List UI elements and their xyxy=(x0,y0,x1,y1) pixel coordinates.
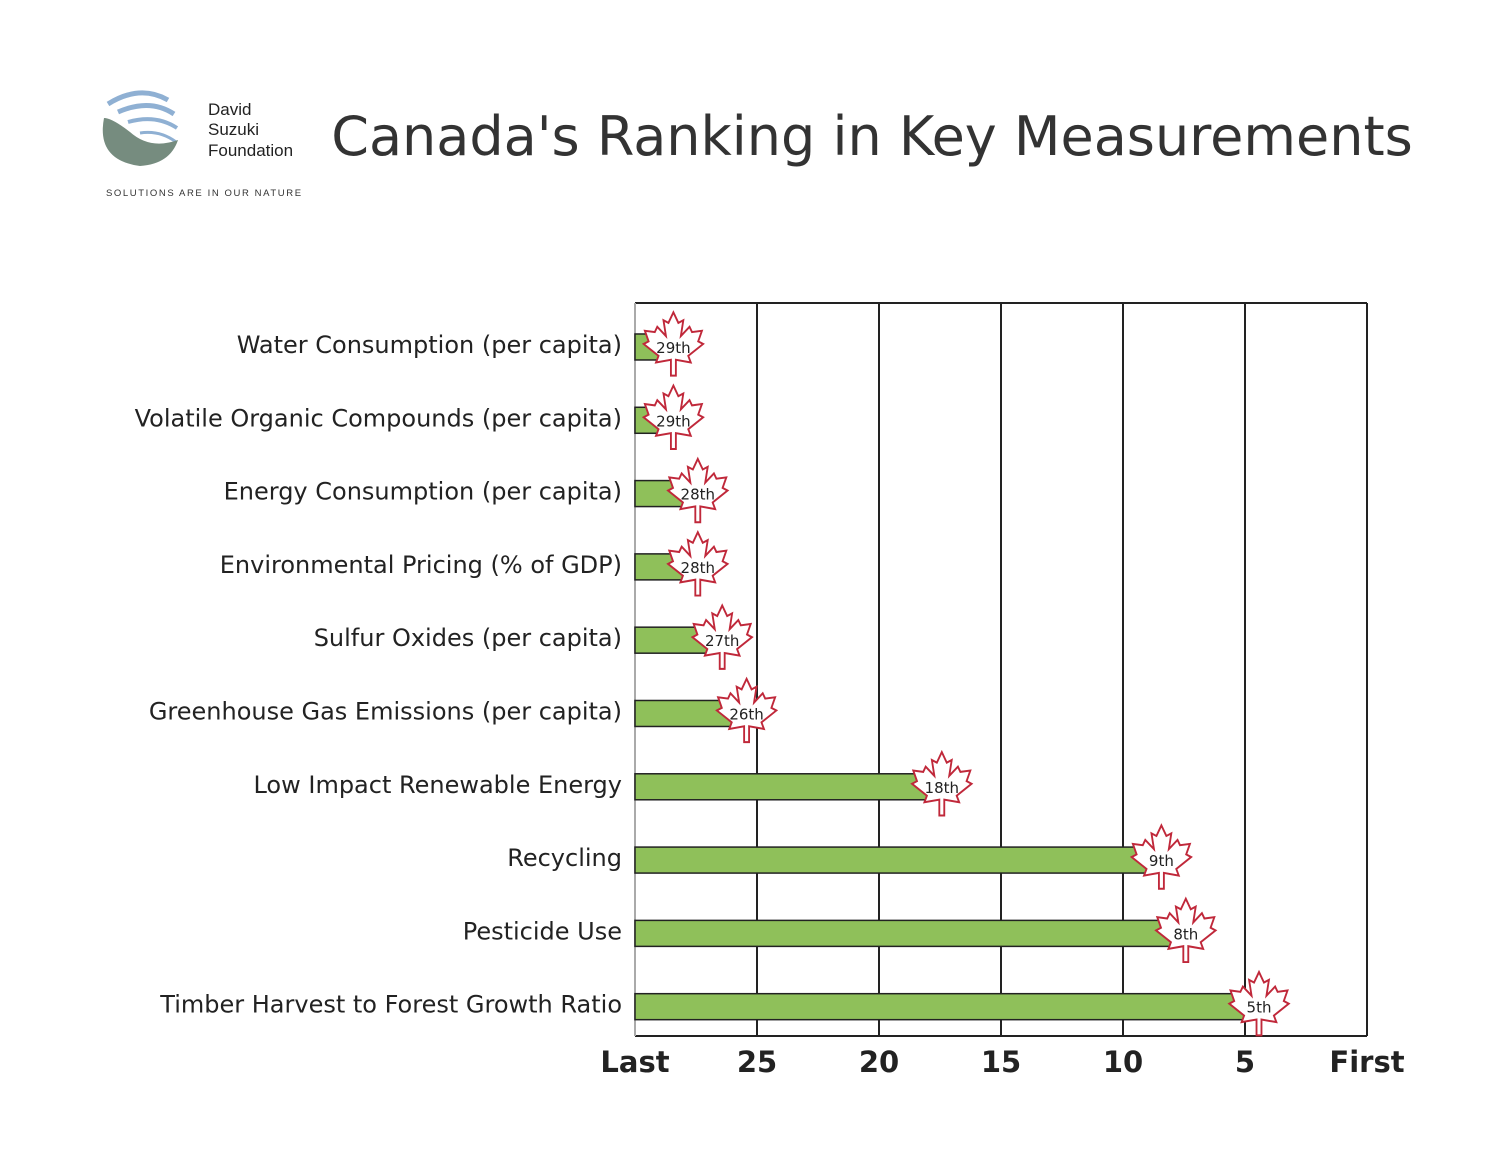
x-tick-label: 5 xyxy=(1235,1045,1255,1079)
category-label: Volatile Organic Compounds (per capita) xyxy=(135,404,622,432)
maple-leaf-shape xyxy=(641,383,705,450)
maple-leaf-shape xyxy=(910,749,974,817)
data-label: 9th xyxy=(1149,852,1174,870)
x-tick-label: First xyxy=(1329,1045,1404,1079)
maple-leaf-icon xyxy=(1154,896,1218,964)
logo-line: Suzuki xyxy=(208,120,259,139)
bar xyxy=(634,773,929,801)
bar xyxy=(634,992,1246,1021)
maple-leaf-icon xyxy=(1227,969,1291,1037)
bar xyxy=(634,919,1173,948)
logo-line: Foundation xyxy=(208,141,293,160)
x-tick-label: 25 xyxy=(737,1045,777,1079)
bar xyxy=(634,699,734,728)
chart-title: Canada's Ranking in Key Measurements xyxy=(331,105,1413,168)
logo-tagline: SOLUTIONS ARE IN OUR NATURE xyxy=(106,188,303,199)
data-label: 18th xyxy=(925,779,959,797)
data-label: 29th xyxy=(656,339,690,357)
x-tick-label: Last xyxy=(600,1045,669,1079)
logo: David Suzuki Foundation SOLUTIONS ARE IN… xyxy=(102,90,303,199)
maple-leaf-shape xyxy=(690,603,754,670)
category-label: Timber Harvest to Forest Growth Ratio xyxy=(159,991,622,1019)
maple-leaf-shape xyxy=(641,310,705,377)
category-label: Low Impact Renewable Energy xyxy=(253,771,622,799)
maple-leaf-icon xyxy=(666,456,730,524)
category-label: Water Consumption (per capita) xyxy=(237,331,622,359)
maple-leaf-shape xyxy=(666,456,730,524)
maple-leaf-icon xyxy=(641,383,705,450)
maple-leaf-icon xyxy=(666,529,730,597)
data-label: 26th xyxy=(729,705,763,723)
data-label: 27th xyxy=(705,632,739,650)
bar xyxy=(634,846,1149,874)
category-label: Pesticide Use xyxy=(463,917,622,945)
maple-leaf-icon xyxy=(690,603,754,670)
data-label: 28th xyxy=(681,486,715,504)
maple-leaf-shape xyxy=(1154,896,1218,964)
x-tick-label: 20 xyxy=(859,1045,899,1079)
data-label: 28th xyxy=(681,559,715,577)
data-label: 5th xyxy=(1247,999,1272,1017)
logo-globe-icon xyxy=(102,90,179,166)
plot-area: Last 25 20 15 10 5 First Water Consumption (per… xyxy=(135,302,1405,1079)
data-label: 29th xyxy=(656,412,690,430)
category-label: Environmental Pricing (% of GDP) xyxy=(220,551,622,579)
x-tick-label: 10 xyxy=(1103,1045,1143,1079)
category-label: Recycling xyxy=(507,844,622,872)
maple-leaf-shape xyxy=(1129,823,1193,890)
maple-leaf-shape xyxy=(666,529,730,597)
category-label: Energy Consumption (per capita) xyxy=(224,478,622,506)
maple-leaf-icon xyxy=(910,749,974,817)
maple-leaf-shape xyxy=(715,676,779,744)
maple-leaf-icon xyxy=(715,676,779,744)
maple-leaf-icon xyxy=(1129,823,1193,890)
maple-leaf-shape xyxy=(1227,969,1291,1037)
category-label: Sulfur Oxides (per capita) xyxy=(314,624,622,652)
logo-line: David xyxy=(208,100,251,119)
maple-leaf-icon xyxy=(641,310,705,377)
data-label: 8th xyxy=(1173,925,1198,943)
x-tick-label: 15 xyxy=(981,1045,1021,1079)
category-label: Greenhouse Gas Emissions (per capita) xyxy=(149,697,622,725)
